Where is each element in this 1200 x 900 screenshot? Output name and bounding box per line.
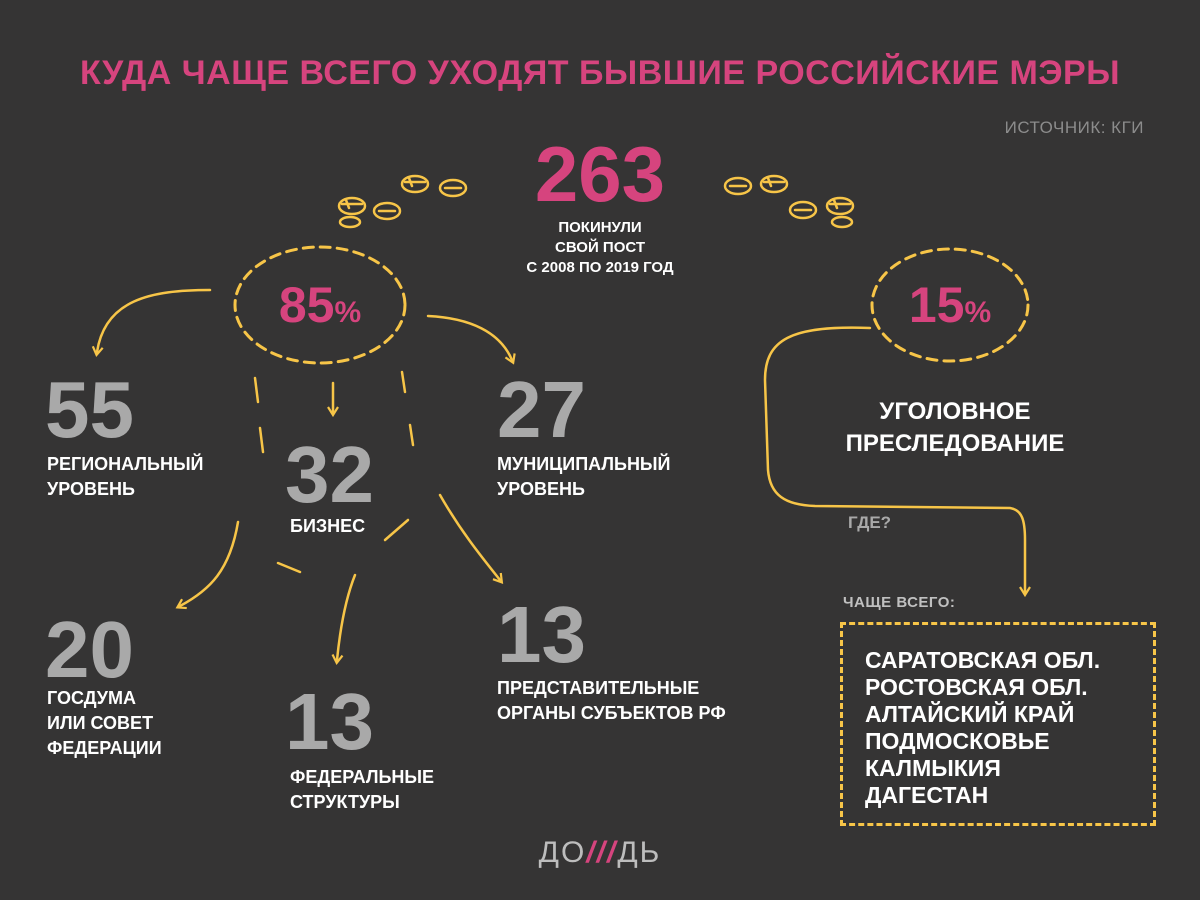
regional-count: 55	[45, 365, 134, 454]
share-85: 85%	[250, 280, 390, 330]
share-15-value: 15	[908, 277, 965, 333]
municipal-caption: МУНИЦИПАЛЬНЫЙ УРОВЕНЬ	[497, 454, 671, 499]
regions-box: САРАТОВСКАЯ ОБЛ. РОСТОВСКАЯ ОБЛ. АЛТАЙСК…	[840, 622, 1156, 826]
share-85-unit: %	[334, 296, 362, 329]
region-item: ПОДМОСКОВЬЕ	[865, 728, 1050, 754]
duma-caption: ГОСДУМА ИЛИ СОВЕТ ФЕДЕРАЦИИ	[47, 688, 162, 758]
share-15: 15%	[880, 280, 1020, 330]
circle-85	[233, 245, 407, 365]
region-item: АЛТАЙСКИЙ КРАЙ	[865, 701, 1075, 727]
logo-mark: ///	[586, 836, 618, 869]
share-85-value: 85	[278, 277, 335, 333]
federal-count: 13	[285, 677, 374, 766]
circle-15	[870, 247, 1030, 363]
total-caption: ПОКИНУЛИ СВОЙ ПОСТ С 2008 ПО 2019 ГОД	[526, 219, 674, 276]
criminal-caption: УГОЛОВНОЕ ПРЕСЛЕДОВАНИЕ	[845, 398, 1065, 457]
representative-count: 13	[497, 590, 586, 679]
region-item: ДАГЕСТАН	[865, 782, 989, 808]
municipal-count: 27	[497, 365, 586, 454]
source-label: ИСТОЧНИК: КГИ	[1004, 118, 1144, 137]
business-caption: БИЗНЕС	[290, 516, 366, 536]
often-label: ЧАЩЕ ВСЕГО:	[843, 594, 956, 611]
share-15-unit: %	[964, 296, 992, 329]
where-label: ГДЕ?	[848, 513, 892, 532]
region-item: РОСТОВСКАЯ ОБЛ.	[865, 674, 1088, 700]
region-item: САРАТОВСКАЯ ОБЛ.	[865, 647, 1101, 673]
footprints-left-icon	[337, 174, 468, 229]
page-title: КУДА ЧАЩЕ ВСЕГО УХОДЯТ БЫВШИЕ РОССИЙСКИЕ…	[80, 54, 1120, 92]
duma-count: 20	[45, 605, 134, 694]
footprints-right-icon	[723, 174, 855, 229]
federal-caption: ФЕДЕРАЛЬНЫЕ СТРУКТУРЫ	[290, 767, 435, 812]
region-item: КАЛМЫКИЯ	[865, 755, 1001, 781]
representative-caption: ПРЕДСТАВИТЕЛЬНЫЕ ОРГАНЫ СУБЪЕКТОВ РФ	[497, 678, 726, 723]
business-count: 32	[285, 430, 374, 519]
logo-right: ДЬ	[617, 836, 662, 869]
logo-left: ДО	[538, 836, 587, 869]
regional-caption: РЕГИОНАЛЬНЫЙ УРОВЕНЬ	[47, 454, 204, 499]
total-count: 263	[534, 130, 666, 218]
brand-logo: ДО///ДЬ	[500, 836, 700, 870]
